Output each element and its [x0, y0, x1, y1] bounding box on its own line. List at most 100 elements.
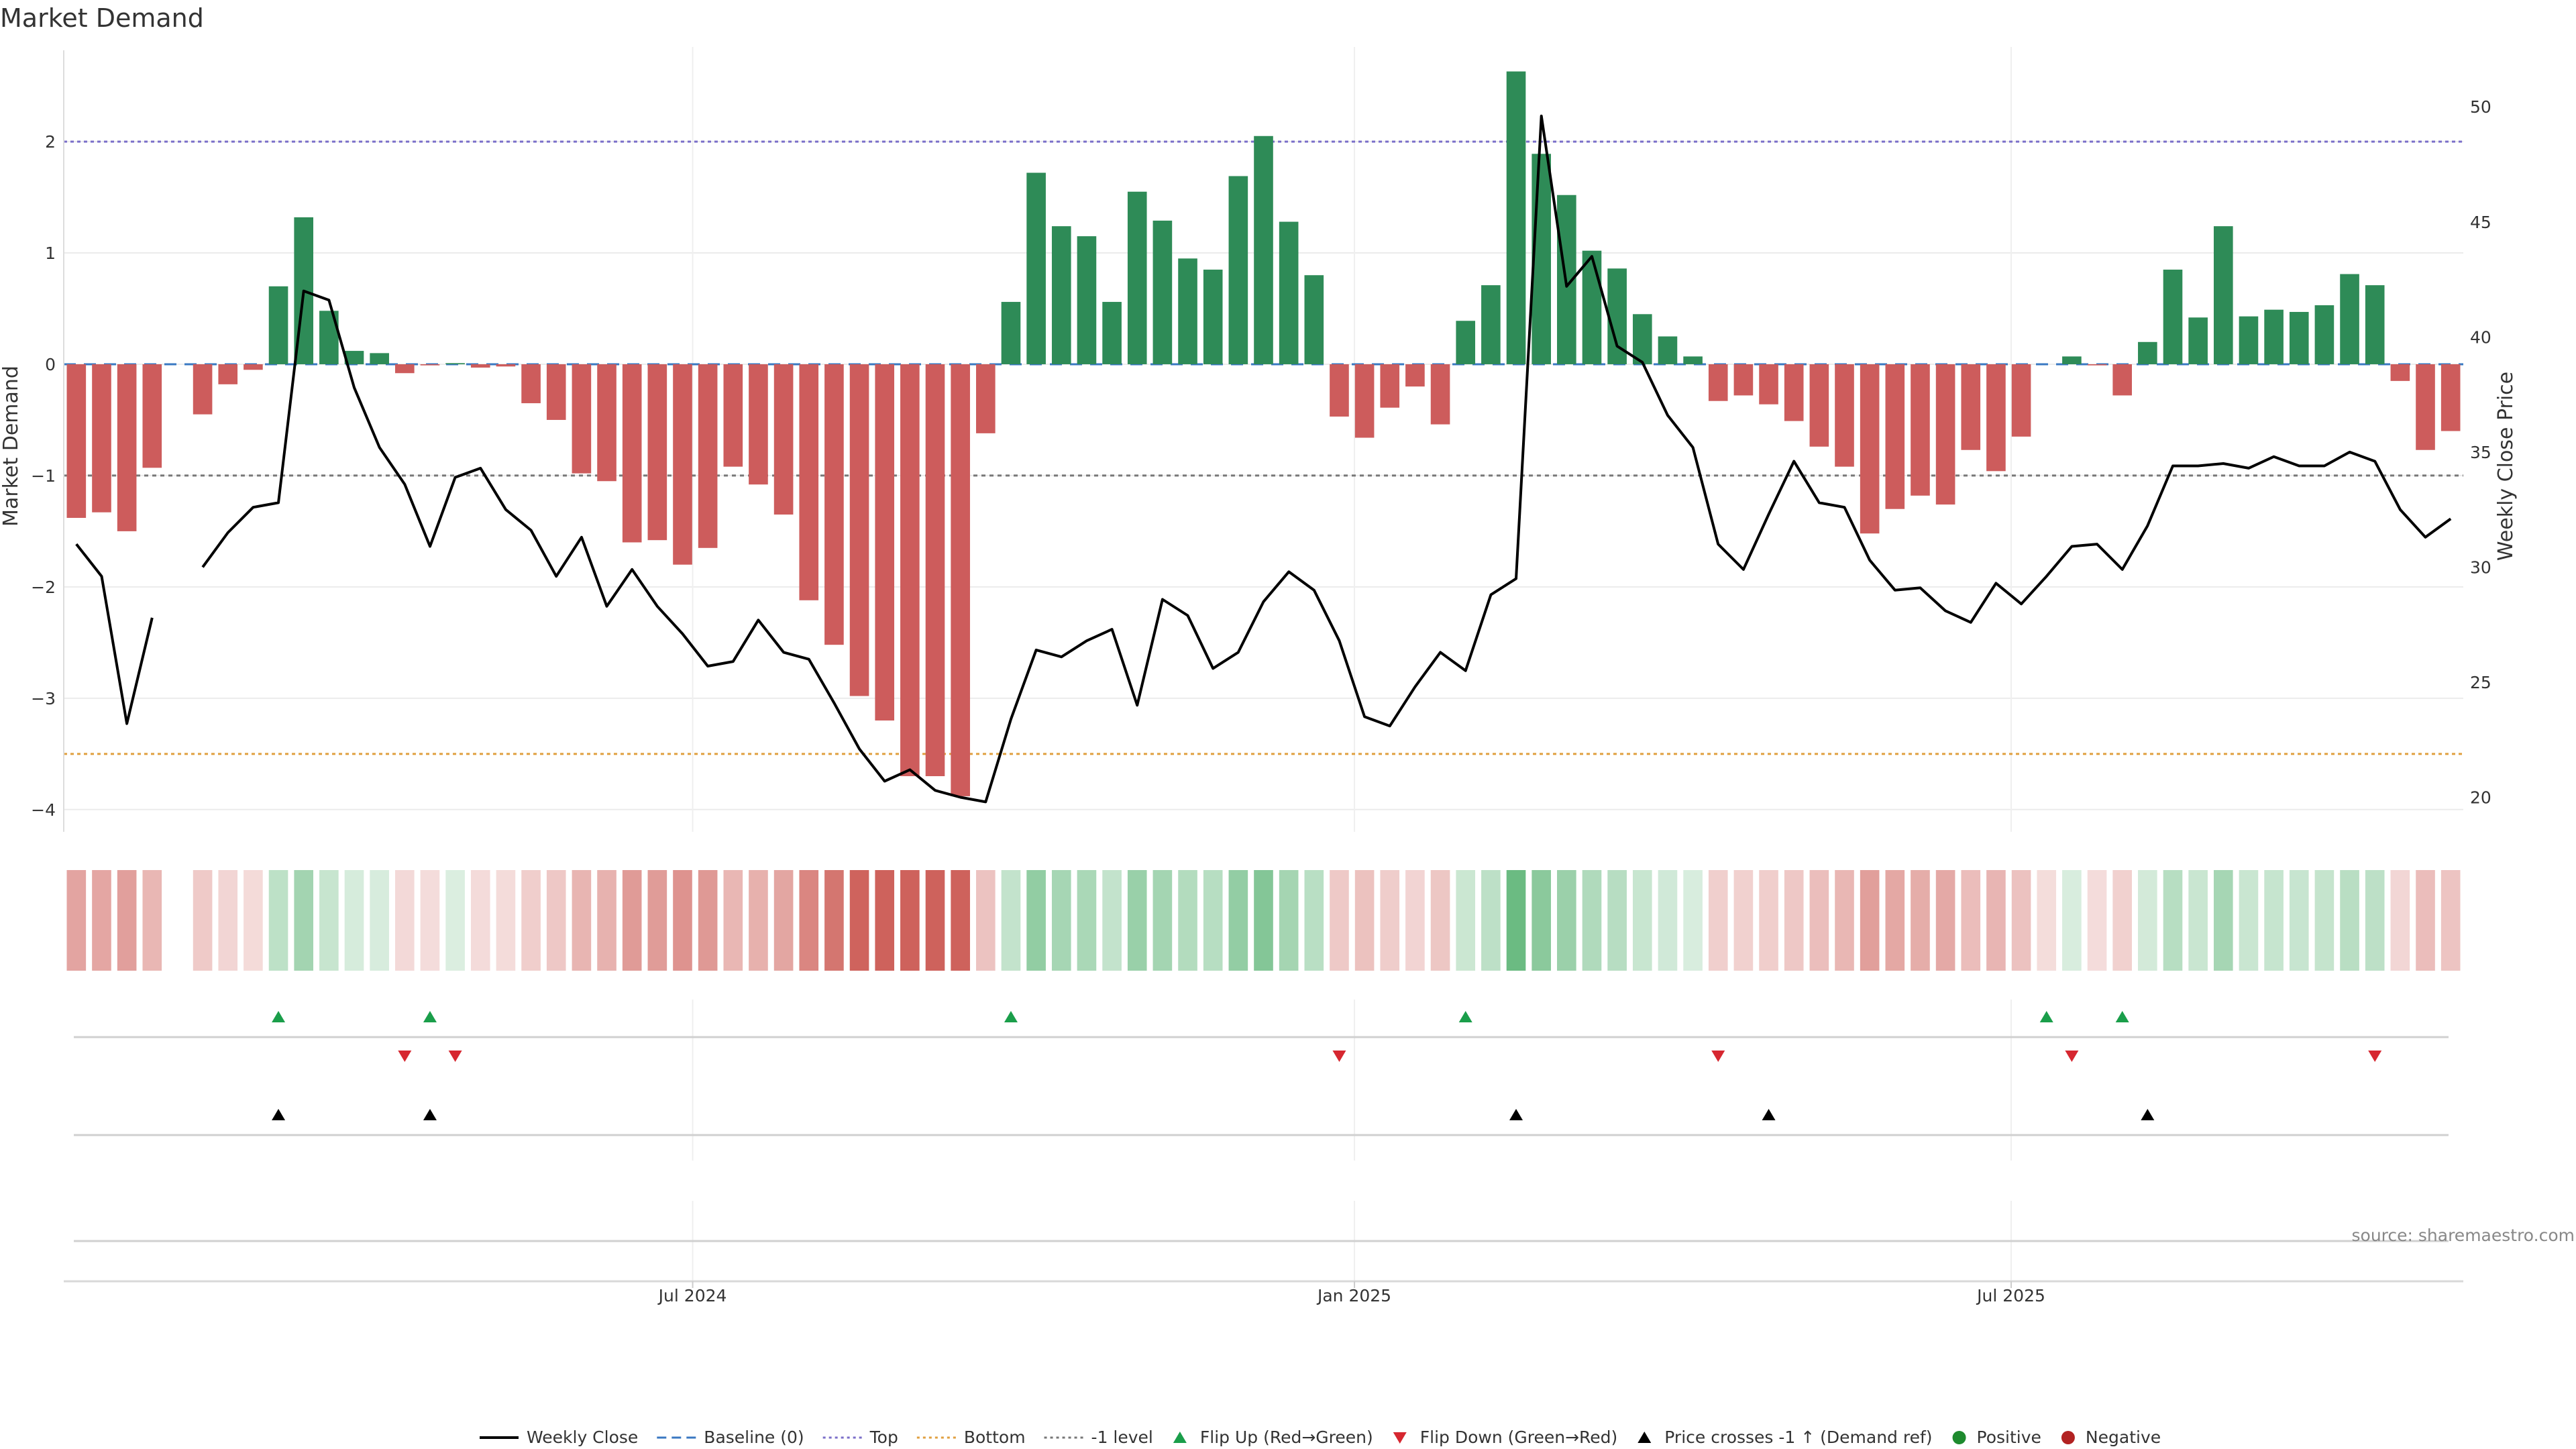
demand-bar [2264, 309, 2284, 364]
heat-cell [1885, 870, 1905, 971]
demand-bar [1809, 364, 1829, 447]
heat-cell [1152, 870, 1173, 971]
heat-cell [142, 870, 162, 971]
legend-label: -1 level [1091, 1428, 1153, 1447]
heat-cell [1304, 870, 1324, 971]
legend-item: Flip Down (Green→Red) [1393, 1428, 1617, 1447]
demand-bar [1304, 275, 1324, 364]
y2-tick-label: 45 [2470, 213, 2491, 232]
axes: 2 1 0 −1 −2 −3 −4 50 45 40 35 30 25 20 Market Demand We… [0, 50, 2518, 832]
demand-bar [2188, 317, 2208, 364]
demand-bar [1885, 364, 1905, 509]
heat-cell [1456, 870, 1476, 971]
legend-item: Negative [2061, 1428, 2161, 1447]
demand-bar [1430, 364, 1450, 425]
flip-up-marker [2115, 1011, 2129, 1022]
weekly-close-line [75, 543, 154, 725]
heat-cell [1733, 870, 1754, 971]
demand-bar [951, 364, 970, 796]
heat-cell [1330, 870, 1349, 971]
demand-bar [344, 351, 364, 364]
source-label: source: sharemaestro.com [2352, 1226, 2575, 1245]
x-axis: Jul 2024 Jan 2025 Jul 2025 [64, 1280, 2463, 1305]
flip-down-marker [448, 1051, 462, 1062]
heat-cell [1001, 870, 1021, 971]
price-cross-marker [272, 1109, 286, 1120]
demand-bar [799, 364, 819, 600]
demand-bar [2112, 364, 2132, 396]
heat-cell [218, 870, 238, 971]
heat-cell [2213, 870, 2233, 971]
legend-item: Price crosses -1 ↑ (Demand ref) [1638, 1428, 1933, 1447]
demand-bar [496, 364, 516, 367]
heat-cell [2289, 870, 2309, 971]
price-cross-marker [2141, 1109, 2155, 1120]
demand-bar [1784, 364, 1804, 421]
demand-bar [673, 364, 692, 565]
chart-title: Market Demand [0, 3, 204, 33]
heat-cell [2340, 870, 2359, 971]
heat-cell [2314, 870, 2334, 971]
heat-cell [951, 870, 970, 971]
event-panels [74, 1011, 2449, 1242]
heat-cell [395, 870, 415, 971]
heat-cell [799, 870, 819, 971]
demand-bar [1632, 314, 1652, 364]
demand-bar [2213, 226, 2233, 364]
heat-cell [420, 870, 440, 971]
heat-cell [470, 870, 490, 971]
flip-up-marker [423, 1011, 437, 1022]
demand-bar [1127, 191, 1147, 364]
demand-bar [622, 364, 642, 543]
legend-swatch [2061, 1431, 2075, 1444]
legend-item: Top [822, 1428, 898, 1447]
y-tick-label: 1 [45, 244, 56, 263]
demand-bar [749, 364, 768, 485]
heat-cell [773, 870, 794, 971]
heat-cell [2163, 870, 2183, 971]
legend-item: Baseline (0) [657, 1428, 804, 1447]
demand-bar [1860, 364, 1880, 534]
legend-label: Positive [1977, 1428, 2041, 1447]
heat-cell [1911, 870, 1930, 971]
demand-bar [1203, 269, 1223, 364]
heat-cell [2440, 870, 2461, 971]
heat-cell [1077, 870, 1097, 971]
heat-cell [117, 870, 137, 971]
y2-tick-label: 40 [2470, 327, 2491, 347]
legend-swatch [1952, 1431, 1966, 1444]
demand-bar [1254, 136, 1273, 364]
legend-label: Negative [2086, 1428, 2161, 1447]
y2-tick-label: 50 [2470, 97, 2491, 117]
heat-cell [521, 870, 541, 971]
heat-cell [1582, 870, 1602, 971]
demand-bar [521, 364, 541, 404]
demand-bar [2340, 274, 2359, 364]
heat-cell [2239, 870, 2259, 971]
y-tick-label: 0 [45, 355, 56, 374]
demand-bar [900, 364, 920, 777]
legend-label: Weekly Close [527, 1428, 638, 1447]
y-tick-label: 2 [45, 132, 56, 152]
heat-cell [1051, 870, 1071, 971]
demand-bar [142, 364, 162, 468]
y-tick-label: −1 [31, 466, 56, 486]
heat-cell [1102, 870, 1122, 971]
legend-item: -1 level [1044, 1428, 1153, 1447]
legend-item: Positive [1952, 1428, 2041, 1447]
demand-bar [572, 364, 592, 474]
heat-cell [294, 870, 314, 971]
heat-cell [268, 870, 288, 971]
heat-cell [193, 870, 213, 971]
heat-cell [622, 870, 642, 971]
heat-cell [1658, 870, 1678, 971]
legend: Weekly Close Baseline (0) Top Bottom -1 leve… [480, 1428, 2161, 1447]
heat-cell [2062, 870, 2082, 971]
heat-cell [1506, 870, 1526, 971]
demand-bar [218, 364, 238, 384]
demand-bar [2289, 311, 2309, 364]
heat-cell [1203, 870, 1223, 971]
heat-cell [2011, 870, 2031, 971]
heat-cell [344, 870, 364, 971]
legend-item: Bottom [916, 1428, 1026, 1447]
